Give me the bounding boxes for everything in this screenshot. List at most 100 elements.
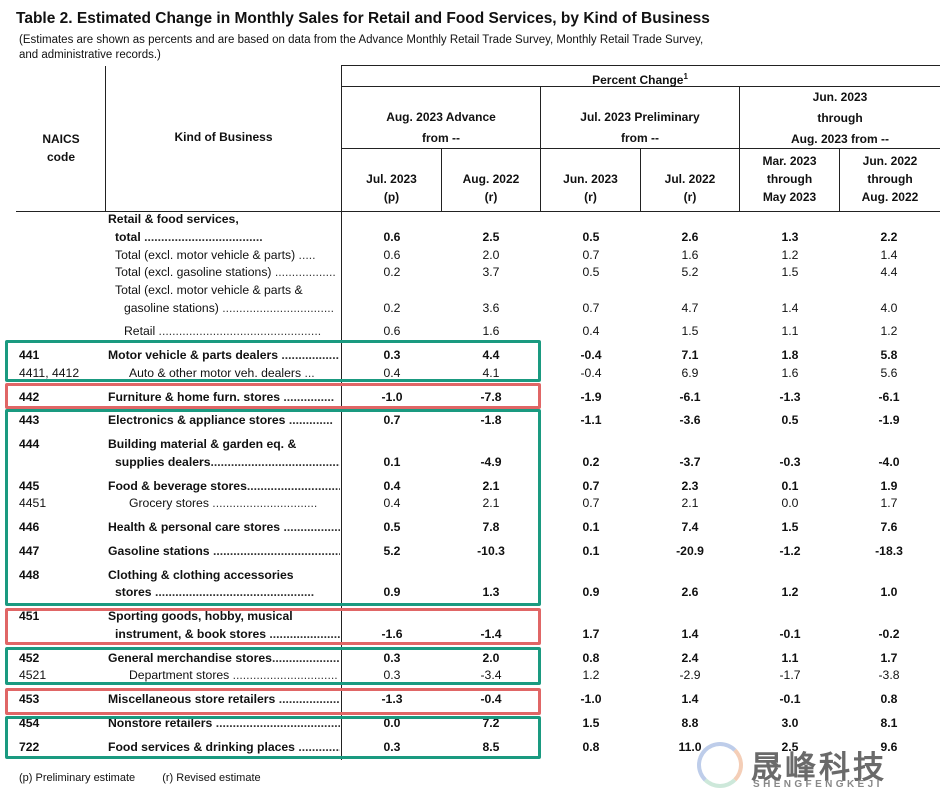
value-cell: 1.5 xyxy=(781,520,799,534)
value-cell: 0.4 xyxy=(383,496,401,510)
value-cell: -1.9 xyxy=(878,413,900,427)
value-cell: 7.4 xyxy=(681,520,699,534)
header-group-rule xyxy=(341,86,940,87)
col-jun2023-header: Jun. 2023 (r) xyxy=(541,170,640,206)
naics-code: 442 xyxy=(19,390,40,404)
header-bottom-rule xyxy=(16,211,940,212)
value-cell: 0.6 xyxy=(383,248,401,262)
value-cell: 11.0 xyxy=(678,740,702,754)
value-cell: 2.4 xyxy=(681,651,699,665)
naics-code: 443 xyxy=(19,413,40,427)
naics-code: 447 xyxy=(19,544,40,558)
value-cell: 0.4 xyxy=(582,324,600,338)
group-jul-prelim-label: Jul. 2023 Preliminary xyxy=(580,110,700,124)
highlight-box-red xyxy=(5,688,541,715)
percent-change-label: Percent Change xyxy=(592,73,684,87)
col-jun-through-label: through xyxy=(867,172,913,186)
col-may2023-label: May 2023 xyxy=(762,190,817,204)
preliminary-note: (p) Preliminary estimate xyxy=(19,772,136,784)
value-cell: 0.5 xyxy=(582,230,600,244)
value-cell: 0.3 xyxy=(383,348,401,362)
group-aug-advance-from: from -- xyxy=(422,131,460,145)
col-jun2022-label: Jun. 2022 xyxy=(862,154,918,168)
kind-of-business: gasoline stations) .....................… xyxy=(124,301,334,315)
value-cell: 0.1 xyxy=(582,520,600,534)
kind-of-business: Nonstore retailers .....................… xyxy=(108,716,340,730)
value-cell: 0.0 xyxy=(383,716,401,730)
col-jun2023-flag: (r) xyxy=(584,190,597,204)
value-cell: 2.5 xyxy=(781,740,799,754)
col-mar2023-label: Mar. 2023 xyxy=(762,154,817,168)
divider-col5-col6 xyxy=(839,148,840,211)
value-cell: 0.6 xyxy=(383,230,401,244)
kind-of-business: General merchandise stores..............… xyxy=(108,651,340,665)
divider-col3-col4 xyxy=(640,148,641,211)
divider-col1-col2 xyxy=(441,148,442,211)
value-cell: 1.2 xyxy=(781,585,799,599)
value-cell: -1.3 xyxy=(779,390,801,404)
value-cell: 1.5 xyxy=(582,716,600,730)
value-cell: 4.1 xyxy=(482,366,500,380)
value-cell: 1.4 xyxy=(681,627,699,641)
value-cell: 0.7 xyxy=(582,479,600,493)
value-cell: -1.8 xyxy=(480,413,502,427)
value-cell: 0.8 xyxy=(880,692,898,706)
value-cell: 0.7 xyxy=(582,496,600,510)
col-aug2022-header: Aug. 2022 (r) xyxy=(442,170,540,206)
kind-of-business: Miscellaneous store retailers ..........… xyxy=(108,692,340,706)
kind-of-business: supplies dealers........................… xyxy=(115,455,340,469)
kind-of-business: Food & beverage stores..................… xyxy=(108,479,340,493)
value-cell: 2.2 xyxy=(880,230,898,244)
value-cell: 8.8 xyxy=(681,716,699,730)
value-cell: 7.2 xyxy=(482,716,500,730)
value-cell: 3.7 xyxy=(482,265,500,279)
naics-code: 453 xyxy=(19,692,40,706)
value-cell: 0.1 xyxy=(582,544,600,558)
group-aug-advance-label: Aug. 2023 Advance xyxy=(386,110,496,124)
percent-change-header: Percent Change1 xyxy=(560,68,720,89)
value-cell: -18.3 xyxy=(875,544,903,558)
kind-of-business: instrument, & book stores ..............… xyxy=(115,627,340,641)
group-three-month-through: through xyxy=(817,111,863,125)
subtitle-line-2: and administrative records.) xyxy=(19,49,161,61)
value-cell: 8.5 xyxy=(482,740,500,754)
col-aug2022-end-label: Aug. 2022 xyxy=(861,190,919,204)
value-cell: 0.2 xyxy=(582,455,600,469)
value-cell: 0.9 xyxy=(582,585,600,599)
value-cell: 1.4 xyxy=(681,692,699,706)
value-cell: 1.4 xyxy=(880,248,898,262)
kind-of-business: Auto & other motor veh. dealers ... xyxy=(129,366,315,380)
footnotes: (p) Preliminary estimate (r) Revised est… xyxy=(19,772,285,784)
group-jul-prelim-header: Jul. 2023 Preliminary from -- xyxy=(541,108,739,147)
value-cell: 0.5 xyxy=(781,413,799,427)
value-cell: 1.2 xyxy=(582,668,600,682)
value-cell: -0.2 xyxy=(878,627,900,641)
value-cell: 6.9 xyxy=(681,366,699,380)
logo-swirl-icon xyxy=(697,742,743,788)
kind-of-business: Food services & drinking places ........… xyxy=(108,740,340,754)
kind-of-business: Electronics & appliance stores .........… xyxy=(108,413,333,427)
value-cell: 4.4 xyxy=(482,348,500,362)
value-cell: 0.4 xyxy=(383,366,401,380)
naics-code: 454 xyxy=(19,716,40,730)
value-cell: 0.7 xyxy=(582,301,600,315)
value-cell: 1.7 xyxy=(880,496,898,510)
divider-group2-group3 xyxy=(739,86,740,211)
value-cell: 0.3 xyxy=(383,668,401,682)
kind-of-business: Department stores ......................… xyxy=(129,668,338,682)
value-cell: 3.6 xyxy=(482,301,500,315)
footnote-marker: 1 xyxy=(683,72,688,81)
body-divider-kind-values xyxy=(341,212,342,760)
value-cell: -0.1 xyxy=(779,692,801,706)
value-cell: 0.4 xyxy=(383,479,401,493)
value-cell: -3.6 xyxy=(679,413,701,427)
col-jun2023-label: Jun. 2023 xyxy=(563,172,618,186)
value-cell: 7.6 xyxy=(880,520,898,534)
value-cell: -20.9 xyxy=(676,544,704,558)
value-cell: 4.0 xyxy=(880,301,898,315)
col-mar-may2023-header: Mar. 2023 through May 2023 xyxy=(740,152,839,206)
value-cell: 1.7 xyxy=(582,627,600,641)
value-cell: -1.6 xyxy=(381,627,403,641)
value-cell: -0.1 xyxy=(779,627,801,641)
kind-of-business: stores .................................… xyxy=(115,585,315,599)
